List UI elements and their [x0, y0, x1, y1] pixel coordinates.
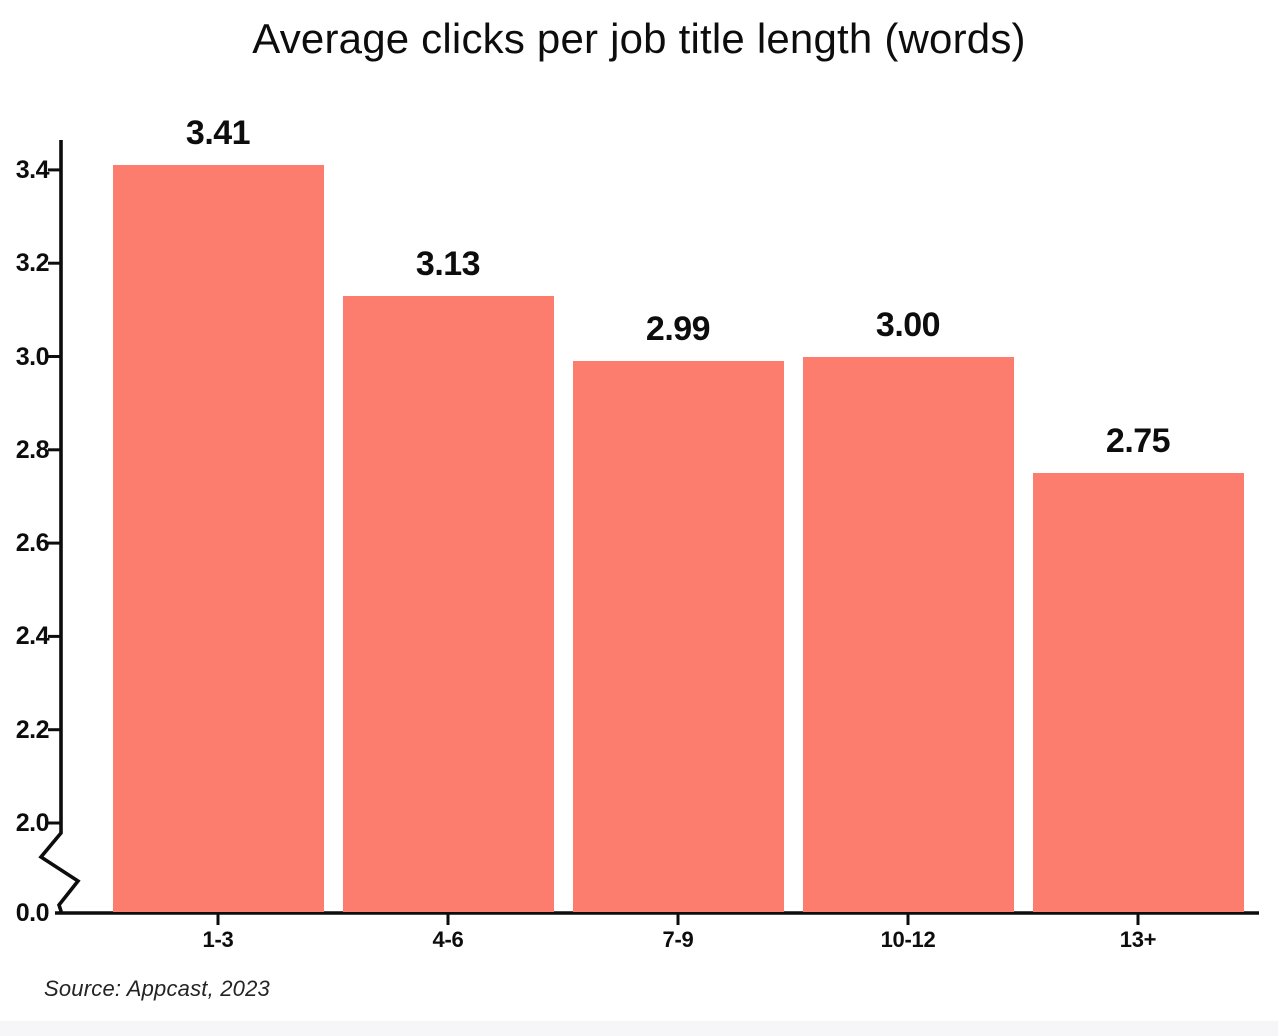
bar [1032, 473, 1244, 912]
x-tick-label: 7-9 [662, 927, 694, 952]
y-tick-label: 2.0 [15, 809, 50, 837]
y-tick-label: 3.0 [15, 342, 50, 371]
y-tick-label: 2.4 [15, 622, 50, 651]
bar-value-label: 3.13 [415, 244, 481, 283]
y-tick-label: 2.2 [15, 715, 50, 744]
x-tick-label: 4-6 [432, 927, 464, 952]
x-tick-label: 13+ [1119, 927, 1157, 952]
y-tick-label: 3.4 [15, 155, 50, 184]
bar [112, 165, 324, 912]
bar-value-label: 2.99 [645, 310, 711, 349]
bar [572, 361, 784, 912]
bar [342, 295, 554, 912]
y-tick-label: 3.2 [15, 249, 50, 278]
y-tick-label: 2.8 [15, 435, 50, 464]
x-tick-label: 10-12 [880, 927, 936, 952]
x-tick-label: 1-3 [202, 927, 234, 952]
y-tick-label: 0.0 [15, 899, 50, 927]
chart-title: Average clicks per job title length (wor… [252, 15, 1026, 62]
bar [802, 356, 1014, 912]
bar-value-label: 3.00 [875, 305, 941, 344]
footer-strip [0, 1021, 1278, 1036]
bar-value-label: 3.41 [185, 114, 251, 153]
y-tick-label: 2.6 [15, 529, 50, 558]
source-caption: Source: Appcast, 2023 [44, 976, 270, 1001]
bar-value-label: 2.75 [1105, 422, 1171, 461]
